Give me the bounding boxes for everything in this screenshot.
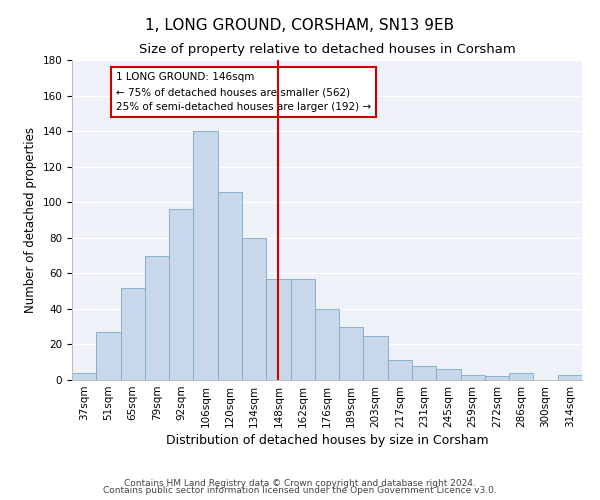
Bar [193,131,218,380]
Bar [461,374,485,380]
Bar [558,374,582,380]
Bar [436,370,461,380]
X-axis label: Distribution of detached houses by size in Corsham: Distribution of detached houses by size … [166,434,488,447]
Text: Contains public sector information licensed under the Open Government Licence v3: Contains public sector information licen… [103,486,497,495]
Bar [266,278,290,380]
Bar [388,360,412,380]
Title: Size of property relative to detached houses in Corsham: Size of property relative to detached ho… [139,43,515,56]
Bar [218,192,242,380]
Bar [412,366,436,380]
Bar [96,332,121,380]
Y-axis label: Number of detached properties: Number of detached properties [24,127,37,313]
Text: 1, LONG GROUND, CORSHAM, SN13 9EB: 1, LONG GROUND, CORSHAM, SN13 9EB [145,18,455,32]
Bar [169,210,193,380]
Bar [242,238,266,380]
Bar [72,373,96,380]
Bar [290,278,315,380]
Bar [509,373,533,380]
Bar [339,326,364,380]
Bar [364,336,388,380]
Text: Contains HM Land Registry data © Crown copyright and database right 2024.: Contains HM Land Registry data © Crown c… [124,478,476,488]
Bar [145,256,169,380]
Bar [315,309,339,380]
Bar [121,288,145,380]
Bar [485,376,509,380]
Text: 1 LONG GROUND: 146sqm
← 75% of detached houses are smaller (562)
25% of semi-det: 1 LONG GROUND: 146sqm ← 75% of detached … [116,72,371,112]
